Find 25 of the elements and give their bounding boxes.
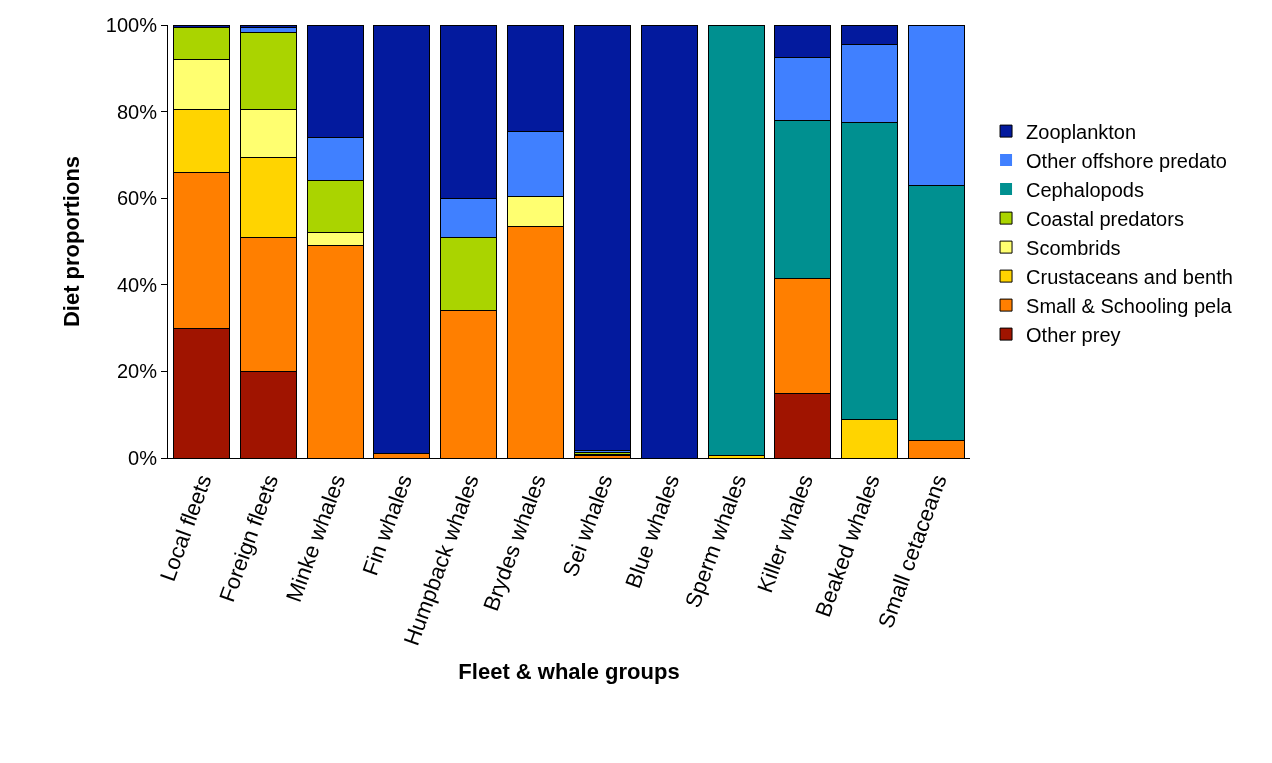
legend-label: Other offshore predato xyxy=(1026,149,1227,172)
y-tick-label: 60% xyxy=(116,187,158,210)
x-tick-label: Local fleets xyxy=(154,471,217,585)
legend-label: Small & Schooling pela xyxy=(1026,294,1233,317)
bar xyxy=(573,25,631,451)
legend-label: Cephalopods xyxy=(1026,178,1144,201)
legend-label: Coastal predators xyxy=(1026,207,1184,230)
y-tick-label: 80% xyxy=(116,100,158,123)
legend-label: Zooplankton xyxy=(1026,120,1137,143)
bar xyxy=(373,25,431,455)
bar xyxy=(707,25,765,457)
legend-label: Crustaceans and benth xyxy=(1026,265,1233,288)
x-tick-label: Minke whales xyxy=(281,471,351,606)
x-tick-label: Fin whales xyxy=(357,471,417,579)
x-axis-title: Fleet & whale groups xyxy=(458,658,680,684)
y-tick-label: 100% xyxy=(105,14,158,36)
x-tick-label: Brydes whales xyxy=(478,471,551,615)
x-tick-label: Killer whales xyxy=(752,471,818,596)
x-tick-label: Sei whales xyxy=(557,471,618,580)
y-tick-label: 0% xyxy=(128,447,158,469)
legend-label: Other prey xyxy=(1026,323,1121,346)
legend-label: Scombrids xyxy=(1026,236,1121,259)
y-tick-label: 40% xyxy=(116,273,158,296)
y-tick-label: 20% xyxy=(116,360,158,383)
y-axis-title: Diet proportions xyxy=(58,155,84,328)
